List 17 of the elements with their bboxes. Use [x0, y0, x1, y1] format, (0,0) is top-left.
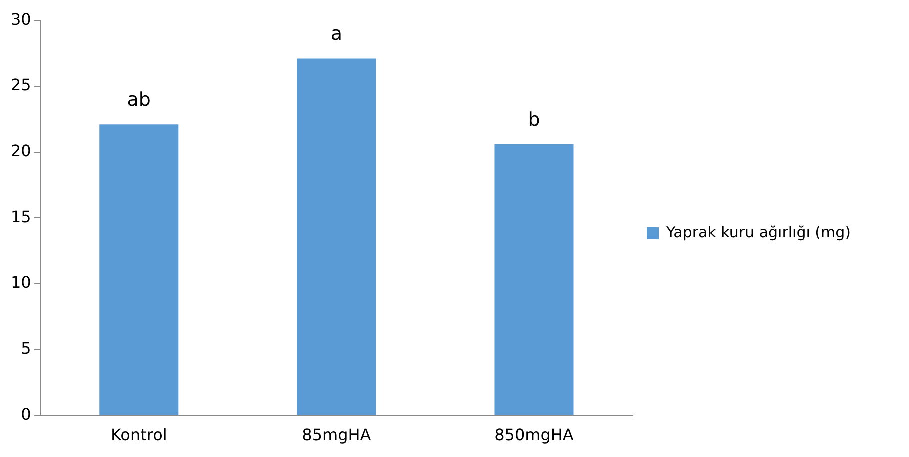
annotation: b — [528, 108, 540, 131]
y-tick-label: 25 — [11, 76, 32, 95]
bar — [100, 124, 179, 416]
y-tick-label: 30 — [11, 10, 32, 29]
x-tick-label: 85mgHA — [302, 426, 372, 445]
bar — [494, 144, 574, 416]
y-tick-label: 10 — [11, 273, 32, 292]
annotation: ab — [127, 89, 151, 112]
y-tick-label: 0 — [21, 404, 32, 424]
annotation: a — [330, 23, 343, 46]
y-tick-label: 20 — [11, 141, 32, 160]
y-tick-label: 5 — [21, 339, 32, 358]
x-tick-label: 850mgHA — [494, 426, 574, 445]
y-tick-label: 15 — [11, 207, 32, 226]
x-tick-label: Kontrol — [110, 426, 168, 445]
bar — [297, 58, 376, 416]
legend-label: Yaprak kuru ağırlığı (mg) — [666, 223, 852, 242]
